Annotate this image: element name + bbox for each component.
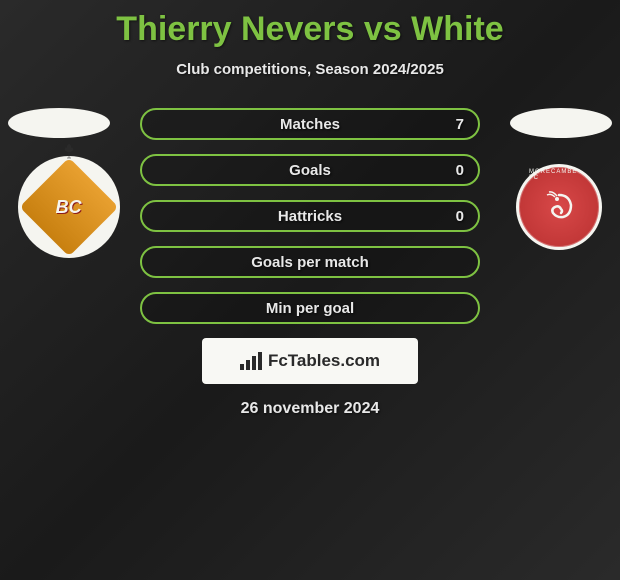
stat-row-hattricks: Hattricks 0 (140, 200, 480, 232)
stat-label: Hattricks (278, 208, 342, 225)
date-label: 26 november 2024 (0, 400, 620, 418)
stat-label: Min per goal (266, 300, 354, 317)
stat-row-goals: Goals 0 (140, 154, 480, 186)
club-ring-text-right: MORECAMBE FC (529, 169, 589, 181)
bars-icon (240, 352, 262, 370)
player-avatar-left (8, 108, 110, 138)
club-badge-right: MORECAMBE FC (516, 164, 602, 250)
stat-label: Goals (289, 162, 331, 179)
stat-row-goals-per-match: Goals per match (140, 246, 480, 278)
stat-value-right: 0 (456, 208, 464, 225)
page-title: Thierry Nevers vs White (0, 0, 620, 49)
stat-value-right: 7 (456, 116, 464, 133)
branding-label: FcTables.com (268, 351, 380, 371)
stats-list: Matches 7 Goals 0 Hattricks 0 Goals per … (140, 108, 480, 324)
player-avatar-right (510, 108, 612, 138)
stat-row-matches: Matches 7 (140, 108, 480, 140)
club-shield-left: BC (20, 158, 119, 257)
subtitle: Club competitions, Season 2024/2025 (0, 61, 620, 78)
club-initials-left: BC (56, 197, 82, 218)
stat-row-min-per-goal: Min per goal (140, 292, 480, 324)
club-badge-left: BC (18, 156, 120, 258)
stat-label: Matches (280, 116, 340, 133)
stat-label: Goals per match (251, 254, 369, 271)
branding-box[interactable]: FcTables.com (202, 338, 418, 384)
stat-value-right: 0 (456, 162, 464, 179)
comparison-content: BC MORECAMBE FC Matches 7 Goals 0 Hattri… (0, 108, 620, 418)
